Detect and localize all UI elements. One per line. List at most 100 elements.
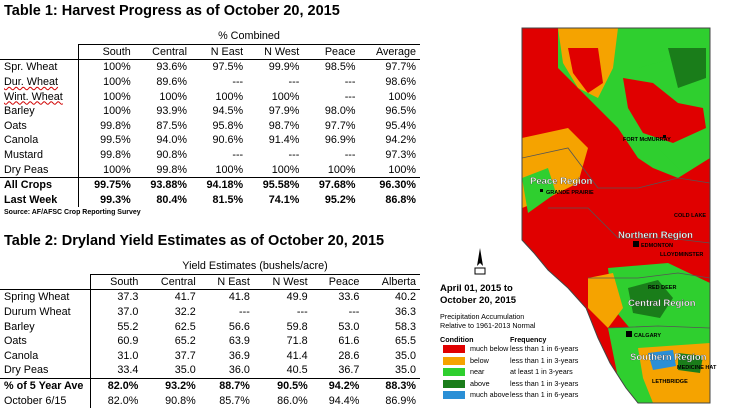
value-cell: 100%	[327, 163, 356, 176]
value-cell: 36.3	[394, 306, 416, 319]
value-cell: 100%	[215, 90, 244, 103]
column-header: N West	[253, 273, 312, 291]
legend-frequency: less than 1 in 6-years	[510, 344, 579, 353]
row-label: Barley	[4, 105, 35, 118]
row-label: Wint. Wheat	[4, 90, 63, 103]
value-cell: 37.0	[89, 304, 143, 320]
value-cell: 33.6	[338, 291, 360, 304]
value-cell: 63.9	[228, 335, 250, 348]
value-cell: 99.8%	[156, 163, 187, 176]
column-header: Average	[359, 43, 420, 61]
label-southern-region: Southern Region	[630, 352, 707, 363]
table-row: October 6/15 82.0% 90.8% 85.7% 86.0% 94.4% 86.…	[0, 393, 420, 408]
value-cell: 93.6%	[156, 61, 187, 74]
value-cell: 99.9%	[268, 61, 300, 74]
value-cell: 95.8%	[212, 119, 244, 132]
city-marker-calgary	[626, 331, 632, 337]
value-cell: 81.5%	[212, 193, 244, 206]
row-label: Durum Wheat	[4, 306, 71, 319]
zone-northeast-dark	[668, 48, 706, 88]
value-cell: 97.7%	[385, 61, 416, 74]
value-cell: 35.0	[394, 364, 416, 377]
north-arrow-icon	[474, 248, 486, 275]
group-header: % Combined	[218, 30, 280, 43]
legend-condition: much below	[470, 344, 509, 353]
value-cell: 28.6	[338, 349, 360, 362]
city-lethbridge: LETHBRIDGE	[652, 379, 688, 385]
row-label: Barley	[4, 320, 35, 333]
value-cell: 91.4%	[268, 134, 300, 147]
value-cell: 36.0	[228, 364, 250, 377]
value-cell: 95.2%	[324, 193, 356, 206]
legend-swatch	[443, 368, 465, 376]
column-header: N East	[199, 273, 254, 291]
city-red-deer: RED DEER	[648, 285, 676, 291]
city-fort-mcmurray: FORT McMURRAY	[623, 137, 671, 143]
value-cell: 100%	[388, 90, 416, 103]
row-label: All Crops	[0, 176, 78, 193]
value-cell: 94.4%	[328, 394, 360, 407]
header-row-columns: South Central N East N West Peace Alberta	[0, 273, 420, 291]
zone-north-red	[568, 48, 603, 93]
city-calgary: CALGARY	[634, 333, 661, 339]
table-row: Oats 99.8% 87.5% 95.8% 98.7% 97.7% 95.4%	[0, 118, 420, 134]
value-cell: 97.5%	[212, 61, 244, 74]
value-cell: 60.9	[89, 333, 143, 349]
city-edmonton: EDMONTON	[641, 243, 673, 249]
table-row: Wint. Wheat 100% 100% 100% 100% --- 100%	[0, 89, 420, 104]
value-cell: 41.7	[174, 291, 196, 304]
value-cell: 93.9%	[156, 105, 187, 118]
header-row-columns: South Central N East N West Peace Average	[0, 43, 420, 61]
legend-condition: above	[470, 378, 490, 388]
value-cell: 82.0%	[89, 377, 143, 394]
value-cell: 74.1%	[268, 193, 300, 206]
header-row-group: Yield Estimates (bushels/acre)	[0, 259, 420, 274]
value-cell: 97.9%	[268, 105, 300, 118]
table-row: Spr. Wheat 100% 93.6% 97.5% 99.9% 98.5% 97.7%	[0, 59, 420, 75]
value-cell: 86.0%	[277, 394, 308, 407]
alberta-precipitation-map: Peace Region Northern Region Central Reg…	[521, 27, 717, 404]
value-cell: 96.9%	[324, 134, 356, 147]
header-row-group: % Combined	[0, 29, 420, 44]
legend-swatch	[443, 379, 465, 388]
map-subtitle-line1: Precipitation Accumulation	[440, 312, 525, 321]
region-boundaries	[522, 147, 710, 329]
zone-south-darkgreen	[678, 353, 703, 373]
legend-frequency: less than 1 in 3-years	[510, 378, 579, 388]
value-cell: 40.5	[286, 364, 308, 377]
value-cell: 96.30%	[359, 176, 420, 193]
row-label: Spring Wheat	[4, 291, 70, 304]
value-cell: 94.18%	[190, 176, 248, 193]
value-cell: 88.3%	[363, 377, 420, 394]
yield-estimates-table: Yield Estimates (bushels/acre) South Centr…	[0, 259, 420, 408]
value-cell: 36.9	[228, 349, 250, 362]
zone-peace-green	[522, 168, 556, 213]
legend-swatch	[443, 345, 465, 353]
value-cell: 85.7%	[219, 394, 250, 407]
value-cell: 49.9	[286, 291, 308, 304]
value-cell: 59.8	[286, 320, 308, 333]
zone-central-dark	[628, 280, 673, 318]
value-cell: 62.5	[174, 320, 196, 333]
value-cell: 88.7%	[199, 377, 254, 394]
value-cell: 90.6%	[212, 134, 244, 147]
value-cell: 65.2	[174, 335, 196, 348]
label-northern-region: Northern Region	[618, 230, 693, 241]
row-label: Dry Peas	[4, 163, 49, 176]
value-cell: 100%	[271, 90, 300, 103]
column-header: Central	[134, 43, 191, 61]
city-grande-prairie: GRANDE PRAIRIE	[546, 190, 594, 196]
value-cell: 99.8%	[77, 147, 135, 163]
value-cell: 95.4%	[385, 119, 416, 132]
legend-frequency: less than 1 in 3-years	[510, 355, 579, 365]
row-label: October 6/15	[4, 394, 67, 407]
value-cell: 100%	[77, 162, 135, 178]
city-cold-lake: COLD LAKE	[674, 213, 706, 219]
legend-frequency: at least 1 in 3-years	[510, 367, 573, 376]
value-cell: ---	[232, 149, 244, 162]
city-lloydminster: LLOYDMINSTER	[660, 252, 703, 258]
table-row: % of 5 Year Ave 82.0% 93.2% 88.7% 90.5% 94.2%…	[0, 377, 420, 394]
value-cell: 40.2	[394, 291, 416, 304]
value-cell: 41.8	[228, 291, 250, 304]
table-row: Barley 100% 93.9% 94.5% 97.9% 98.0% 96.5%	[0, 103, 420, 119]
